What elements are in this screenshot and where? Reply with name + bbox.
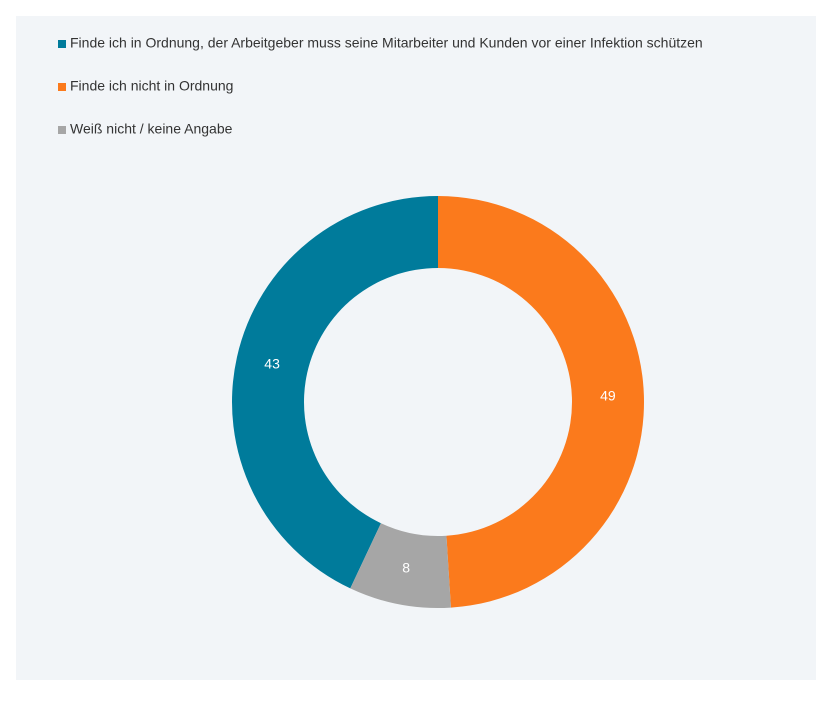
legend-swatch bbox=[58, 126, 66, 134]
legend-label: Finde ich in Ordnung, der Arbeitgeber mu… bbox=[70, 35, 703, 51]
data-label: 43 bbox=[264, 356, 280, 372]
data-label: 49 bbox=[600, 387, 616, 403]
donut-segment bbox=[232, 196, 438, 589]
legend-swatch bbox=[58, 83, 66, 91]
donut-segment bbox=[438, 196, 645, 608]
legend-swatch bbox=[58, 40, 66, 48]
donut-segment bbox=[350, 523, 451, 609]
legend-label: Finde ich nicht in Ordnung bbox=[70, 78, 233, 94]
data-label: 8 bbox=[402, 560, 410, 576]
legend-label: Weiß nicht / keine Angabe bbox=[70, 121, 233, 137]
